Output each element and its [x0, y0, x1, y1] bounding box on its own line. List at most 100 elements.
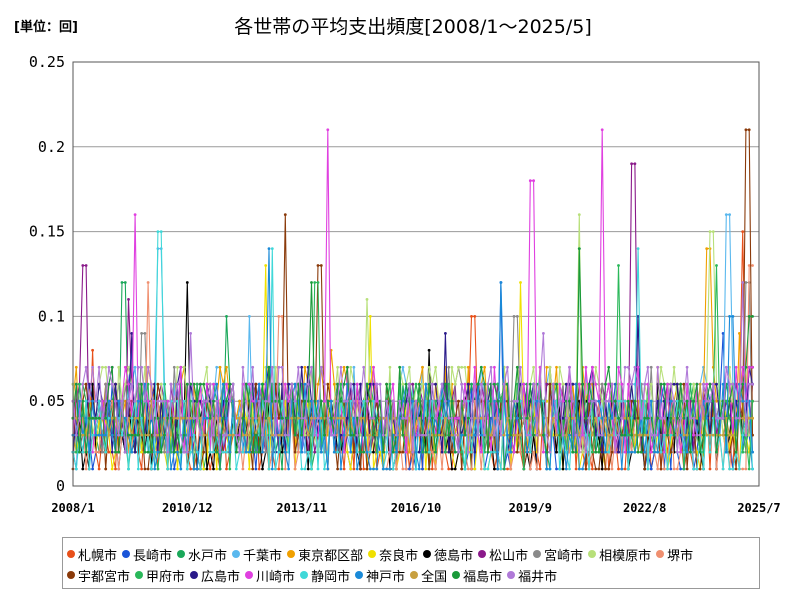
data-point [682, 450, 686, 454]
legend-item: 札幌市 [67, 544, 117, 564]
data-point [143, 382, 147, 386]
data-point [401, 365, 405, 369]
data-point [368, 433, 372, 437]
data-point [509, 450, 513, 454]
data-point [104, 467, 108, 471]
data-point [675, 382, 679, 386]
data-point [375, 399, 379, 403]
data-point [584, 416, 588, 420]
data-point [646, 467, 650, 471]
data-point [738, 416, 741, 420]
data-point [176, 450, 179, 454]
data-point [199, 467, 202, 471]
data-point [493, 450, 496, 454]
data-point [499, 433, 503, 437]
data-point [408, 365, 411, 369]
data-point [633, 365, 637, 369]
data-point [489, 450, 493, 454]
data-point [372, 450, 375, 454]
data-point [548, 365, 552, 369]
legend-item: 東京都区部 [287, 544, 363, 564]
data-point [623, 416, 627, 420]
data-point [411, 467, 415, 471]
data-point [248, 315, 251, 318]
data-point [270, 467, 274, 471]
series-layer [71, 128, 754, 471]
data-point [277, 467, 281, 471]
data-point [192, 416, 196, 420]
data-point [751, 450, 754, 454]
data-point [107, 416, 111, 420]
data-point [506, 365, 509, 369]
data-point [643, 399, 647, 403]
data-point [597, 450, 601, 454]
data-point [479, 382, 483, 386]
data-point [172, 365, 176, 369]
data-point [94, 416, 98, 420]
legend-marker-icon [507, 571, 516, 579]
data-point [721, 382, 725, 386]
data-point [591, 433, 594, 437]
grid [73, 146, 759, 402]
data-point [408, 467, 411, 471]
data-point [74, 365, 78, 369]
data-point [156, 382, 160, 386]
data-point [228, 399, 232, 403]
data-point [176, 416, 179, 420]
data-point [159, 399, 163, 403]
data-point [91, 433, 94, 437]
data-point [574, 467, 578, 471]
data-point [643, 467, 647, 471]
data-point [326, 416, 330, 420]
data-point [254, 382, 258, 386]
data-point [352, 365, 356, 369]
data-point [225, 315, 228, 318]
legend-marker-icon [656, 550, 665, 558]
data-point [185, 467, 189, 471]
legend-item: 徳島市 [423, 544, 473, 564]
data-point [561, 399, 565, 403]
data-point [617, 450, 620, 454]
data-point [470, 315, 473, 318]
x-tick-label: 2010/12 [162, 501, 213, 515]
data-point [244, 399, 248, 403]
data-point [724, 450, 728, 454]
data-point [257, 399, 261, 403]
data-point [114, 399, 117, 403]
data-point [87, 416, 91, 420]
data-point [437, 416, 441, 420]
data-point [581, 467, 584, 471]
data-point [349, 450, 353, 454]
data-point [617, 365, 620, 369]
data-point [293, 433, 297, 437]
data-point [277, 433, 281, 437]
data-point [705, 433, 709, 437]
data-point [127, 433, 130, 437]
data-point [342, 433, 346, 437]
data-point [747, 433, 751, 437]
legend-item: 堺市 [656, 544, 693, 564]
data-point [300, 416, 304, 420]
data-point [715, 264, 718, 267]
data-point [303, 382, 307, 386]
data-point [751, 399, 754, 403]
data-point [101, 450, 104, 454]
data-point [179, 450, 183, 454]
data-point [623, 467, 627, 471]
data-point [372, 399, 375, 403]
data-point [532, 433, 535, 437]
data-point [163, 399, 166, 403]
data-point [408, 450, 411, 454]
data-point [74, 382, 78, 386]
data-point [349, 467, 353, 471]
data-point [542, 332, 545, 335]
data-point [463, 382, 467, 386]
data-point [581, 450, 584, 454]
data-point [470, 467, 473, 471]
legend-item: 広島市 [190, 565, 240, 585]
data-point [447, 416, 451, 420]
data-point [669, 450, 673, 454]
data-point [581, 382, 584, 386]
data-point [532, 365, 535, 369]
data-point [159, 230, 163, 234]
